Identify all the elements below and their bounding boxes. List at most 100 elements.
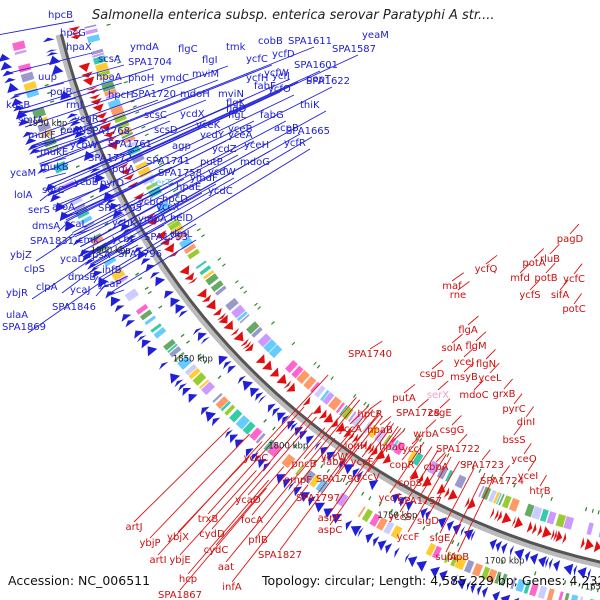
plus-gene-label: SPA1587 [332, 44, 376, 55]
gene-arrow [155, 276, 166, 287]
plus-gene-label: ycbG [138, 197, 164, 208]
gene-arrow [92, 270, 103, 279]
feature-dash [196, 228, 201, 232]
feature-dash [320, 464, 324, 469]
plus-gene-label: SPA1846 [52, 302, 96, 313]
gene-arrow [420, 507, 428, 519]
gene-arrow [587, 568, 592, 580]
plus-gene-label: SPA1741 [146, 156, 190, 167]
minus-gene-label: ybjE [169, 555, 190, 566]
minus-leader [457, 281, 470, 291]
plus-gene-label: SPA1795 [98, 203, 142, 214]
gene-arrow [467, 498, 476, 510]
minus-gene-label: fabA [323, 457, 346, 468]
plus-gene-label: smtA [18, 115, 44, 126]
plus-leader [100, 223, 197, 281]
feature-block [169, 346, 182, 358]
plus-gene-label: ycdX [180, 109, 205, 120]
feature-block [361, 508, 373, 523]
minus-gene-label: asnC [318, 513, 343, 524]
gene-arrow [188, 276, 198, 284]
gene-arrow [300, 492, 311, 502]
feature-dash [326, 468, 330, 473]
gene-arrow [86, 86, 98, 91]
minus-leader [149, 433, 251, 539]
gene-arrow [251, 452, 259, 462]
feature-dash [172, 189, 178, 193]
plus-gene-label: ycaP [98, 279, 122, 290]
gene-arrow [123, 173, 135, 180]
gene-arrow [69, 121, 81, 127]
gene-arrow [352, 468, 360, 479]
gene-arrow [306, 435, 315, 445]
feature-block [18, 63, 32, 73]
feature-dash [498, 477, 502, 482]
plus-gene-label: ycfD [272, 49, 295, 60]
plus-gene-label: ycdY [200, 130, 225, 141]
gene-arrow [258, 395, 267, 404]
plus-leader [92, 244, 139, 269]
minus-gene-label: copS [398, 478, 422, 489]
gene-arrow [116, 219, 127, 225]
feature-dash [257, 306, 261, 310]
plus-leader [53, 54, 359, 197]
plus-gene-label: pqiB [50, 87, 72, 98]
plus-gene-label: yceB [228, 124, 253, 135]
feature-block [201, 381, 215, 396]
minus-leader [211, 412, 314, 530]
minus-leader [473, 379, 484, 391]
gene-arrow [240, 338, 249, 347]
gene-arrow [302, 396, 311, 406]
gene-arrow [13, 105, 25, 112]
feature-block [564, 592, 570, 600]
minus-gene-label: potA [522, 258, 545, 269]
minus-leader [379, 415, 392, 426]
gene-arrow [453, 574, 458, 586]
gene-arrow [0, 53, 10, 62]
plus-gene-label: hpcH [108, 90, 134, 101]
feature-block [524, 503, 535, 518]
feature-dash [361, 491, 365, 496]
minus-gene-label: focA [241, 515, 263, 526]
gene-arrow [7, 82, 19, 94]
minus-gene-label: artI [149, 555, 166, 566]
plus-gene-label: hpaX [66, 42, 92, 53]
plus-gene-label: ycaD [60, 254, 86, 265]
plus-gene-label: SPA1753 [144, 232, 188, 243]
minus-gene-label: cydC [204, 545, 229, 556]
feature-dash [378, 502, 382, 507]
gene-arrow [103, 130, 115, 138]
feature-block [121, 131, 134, 139]
feature-dash [175, 193, 180, 197]
plus-gene-label: ycfO [268, 84, 291, 95]
feature-dash [203, 360, 208, 364]
minus-gene-label: mfd [510, 273, 530, 284]
minus-gene-label: yccS [388, 512, 411, 523]
plus-leader [34, 135, 87, 154]
gene-arrow [514, 516, 523, 529]
genome-title: Salmonella enterica subsp. enterica sero… [92, 8, 495, 23]
gene-arrow [150, 272, 160, 279]
minus-leader [539, 474, 547, 487]
feature-block [498, 493, 505, 506]
gene-arrow [255, 354, 265, 364]
gene-arrow [577, 567, 587, 579]
plus-gene-label: ycaM [10, 168, 36, 179]
plus-gene-label: hpcG [60, 28, 86, 39]
feature-block [523, 581, 531, 594]
plus-gene-label: pepT [306, 74, 332, 85]
feature-dash [446, 453, 450, 458]
plus-gene-label: flgD [226, 104, 247, 115]
plus-leader [61, 268, 94, 294]
feature-block [188, 368, 201, 380]
feature-block [168, 220, 182, 231]
minus-gene-label: aspC [318, 525, 343, 536]
plus-gene-label: agp [172, 141, 191, 152]
plus-gene-label: ycbL [112, 234, 136, 245]
minus-leader [207, 406, 305, 515]
gene-arrow [573, 564, 578, 577]
feature-block [357, 506, 366, 518]
minus-gene-label: SPA1723 [460, 460, 504, 471]
plus-gene-label: serS [28, 205, 50, 216]
plus-gene-label: ycfJ [272, 71, 290, 82]
